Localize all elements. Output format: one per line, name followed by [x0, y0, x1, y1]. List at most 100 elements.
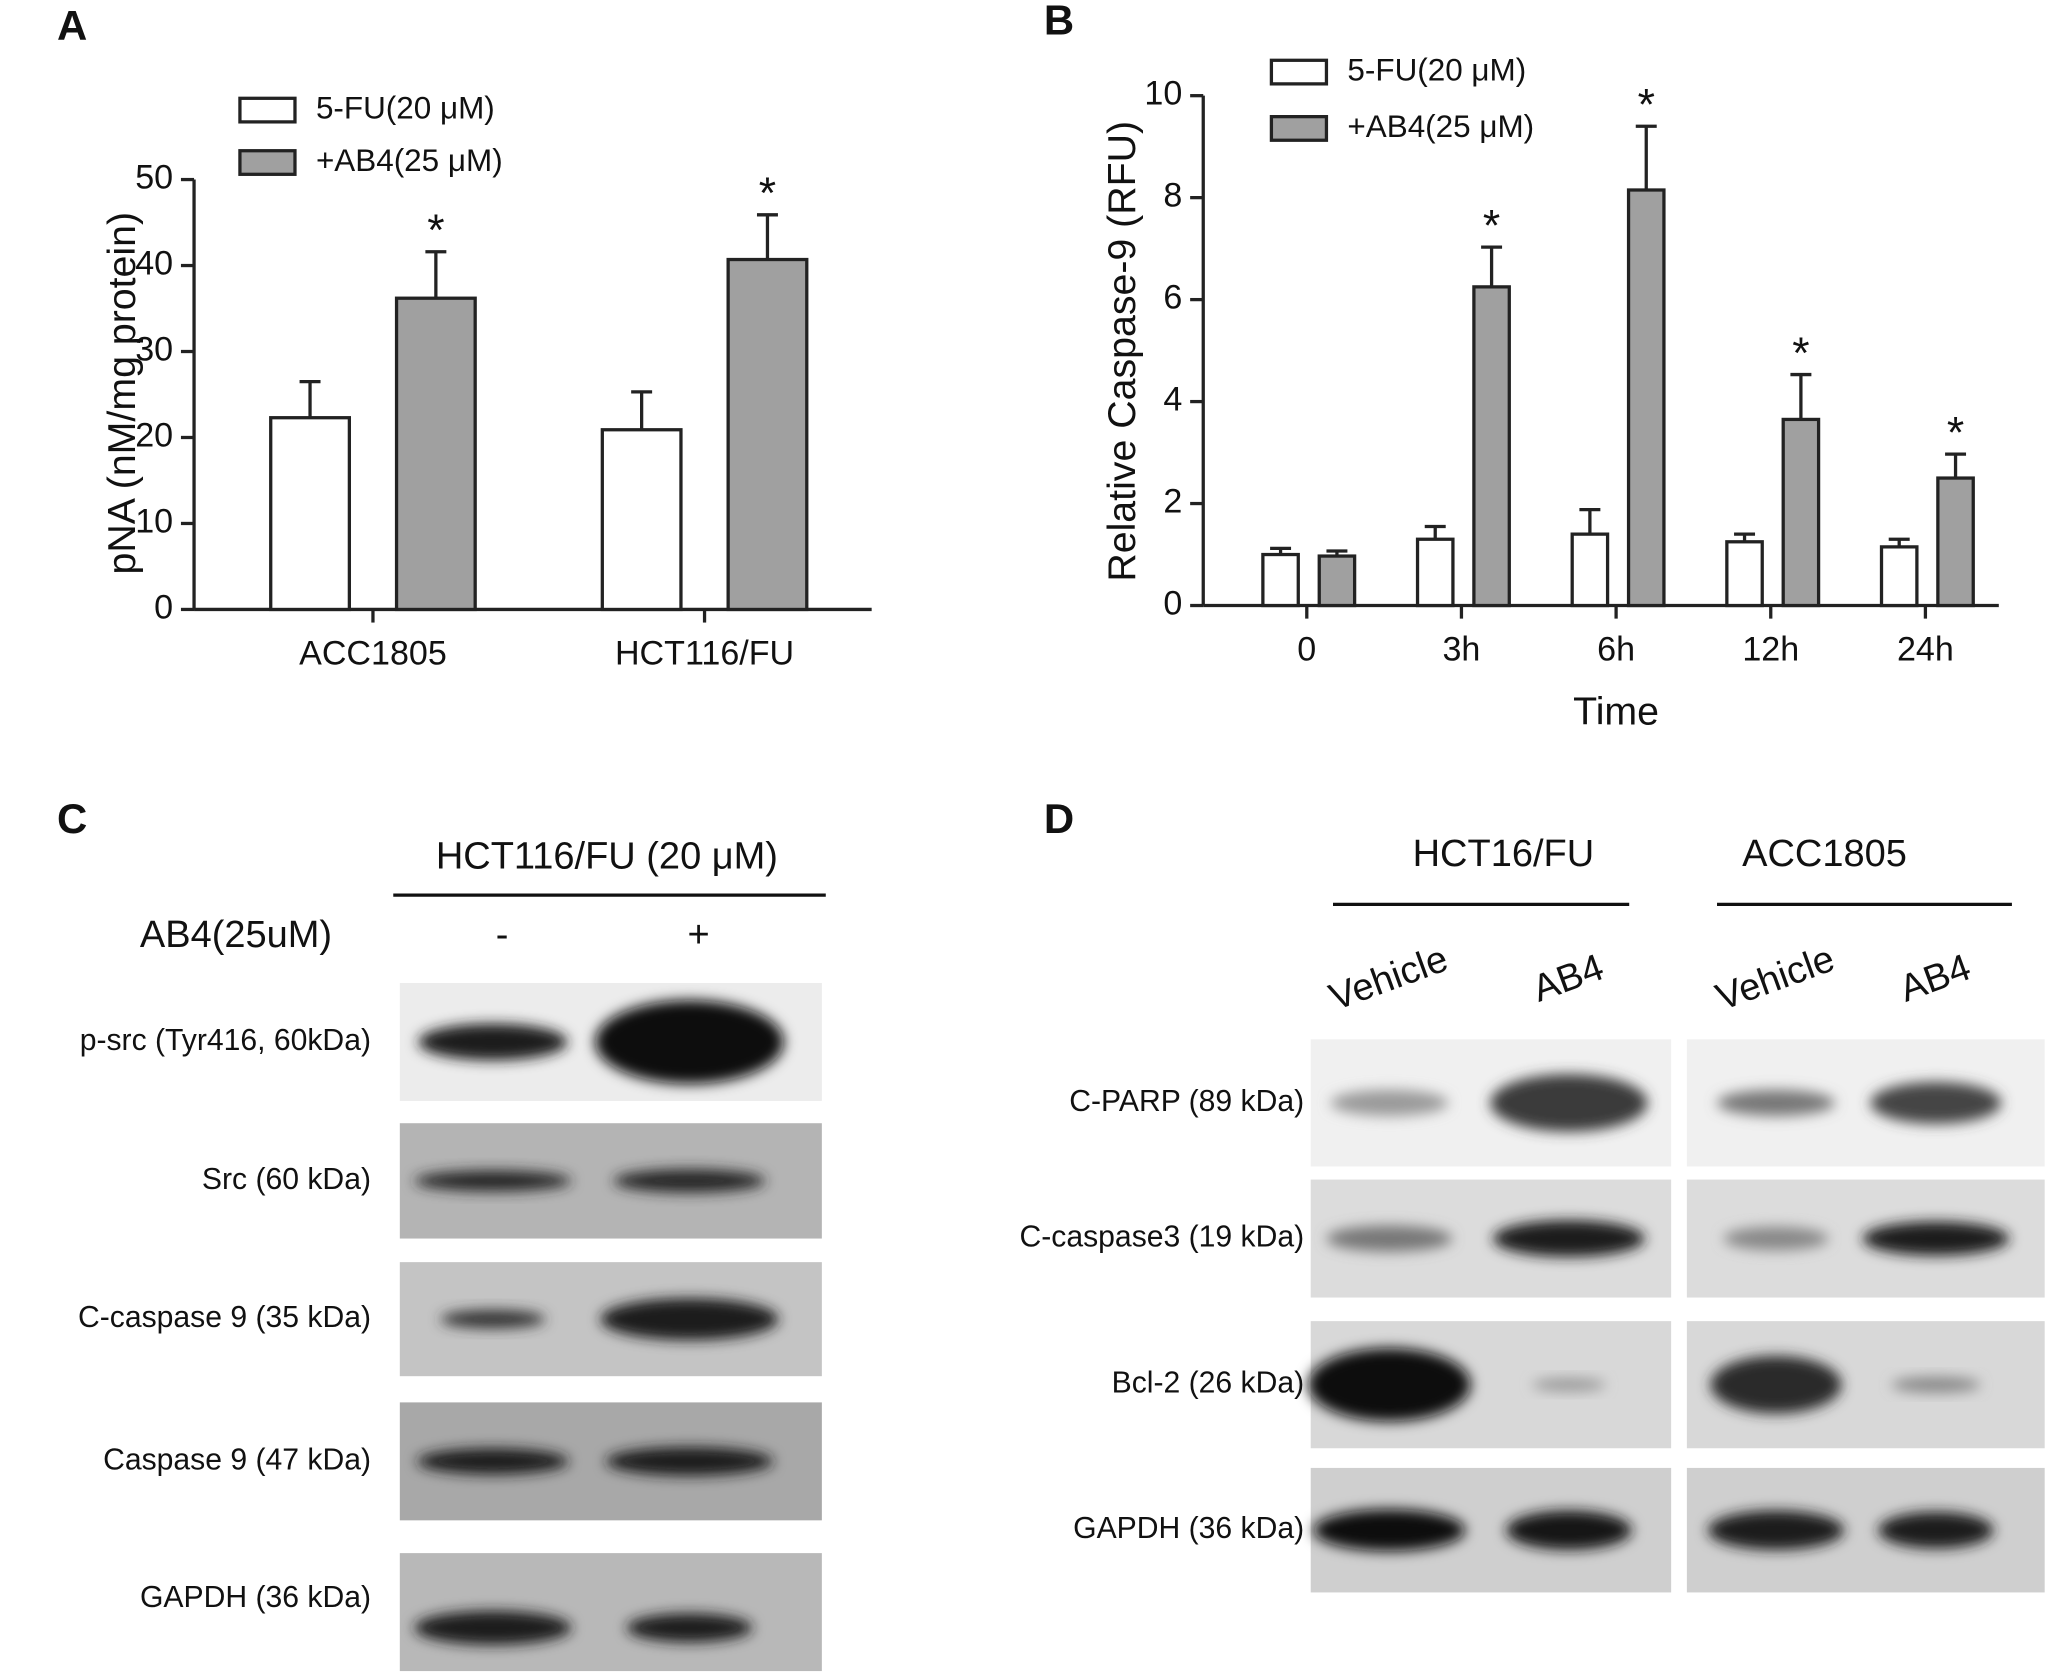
- y-axis-title: Relative Caspase-9 (RFU): [1100, 121, 1144, 582]
- blot-row-label: p-src (Tyr416, 60kDa): [80, 1024, 371, 1057]
- y-tick-label: 20: [135, 416, 173, 454]
- group-label: ACC1805: [1742, 833, 1907, 875]
- blot-row-label: Src (60 kDa): [202, 1163, 371, 1196]
- y-tick-label: 30: [135, 331, 173, 369]
- blot-header: HCT116/FU (20 μM): [436, 836, 778, 878]
- legend-label: 5-FU(20 μM): [1347, 52, 1526, 87]
- legend-swatch: [1269, 115, 1329, 142]
- lane-label: Vehicle: [1711, 938, 1841, 1019]
- significance-mark: *: [759, 169, 776, 218]
- legend-swatch: [1269, 58, 1329, 86]
- significance-mark: *: [1483, 202, 1500, 251]
- y-tick-label: 8: [1163, 177, 1182, 215]
- y-tick-label: 40: [135, 245, 173, 283]
- bar: [1415, 537, 1455, 608]
- panel-label: C: [57, 795, 87, 842]
- blot-row-label: C-caspase3 (19 kDa): [1020, 1221, 1305, 1254]
- bar: [394, 296, 477, 612]
- bar: [600, 428, 683, 612]
- significance-mark: *: [1792, 329, 1809, 378]
- band: [414, 1610, 572, 1645]
- band: [416, 1448, 569, 1475]
- significance-mark: *: [427, 206, 444, 255]
- bar: [1261, 552, 1300, 608]
- y-tick-label: 4: [1163, 381, 1182, 419]
- band: [1891, 1376, 1981, 1393]
- legend-label: +AB4(25 μM): [1347, 109, 1534, 144]
- legend-swatch: [238, 149, 297, 176]
- blot-row-label: GAPDH (36 kDa): [140, 1581, 371, 1614]
- band: [1492, 1220, 1645, 1257]
- bar: [1725, 540, 1764, 608]
- band: [626, 1613, 753, 1643]
- y-tick-label: 6: [1163, 279, 1182, 317]
- legend-label: 5-FU(20 μM): [316, 90, 495, 125]
- x-tick-label: 0: [1297, 630, 1316, 668]
- band: [1862, 1221, 2010, 1256]
- band: [605, 1446, 774, 1476]
- x-tick-label: 12h: [1742, 630, 1799, 668]
- bar: [1626, 188, 1666, 608]
- x-tick-label: 6h: [1597, 630, 1635, 668]
- blot-row-label: Caspase 9 (47 kDa): [103, 1443, 371, 1476]
- bar: [1781, 417, 1821, 608]
- band: [414, 1170, 572, 1192]
- significance-mark: *: [1947, 409, 1964, 458]
- lane-label: AB4: [1894, 946, 1976, 1010]
- band: [1490, 1074, 1648, 1132]
- blot-row-label: C-PARP (89 kDa): [1069, 1085, 1304, 1118]
- bar: [269, 416, 352, 612]
- band: [1717, 1089, 1835, 1117]
- bar: [1936, 476, 1975, 608]
- group-label: HCT16/FU: [1413, 833, 1595, 875]
- x-tick-label: 24h: [1897, 630, 1954, 668]
- y-tick-label: 10: [1144, 75, 1182, 113]
- band: [1326, 1225, 1453, 1252]
- y-tick-label: 2: [1163, 483, 1182, 521]
- band: [1330, 1089, 1449, 1117]
- lane-label: -: [496, 914, 509, 956]
- blot-row-label: GAPDH (36 kDa): [1073, 1512, 1304, 1545]
- blot-row-label: Bcl-2 (26 kDa): [1112, 1367, 1305, 1400]
- band: [1870, 1081, 2002, 1124]
- bar: [1472, 285, 1511, 608]
- bar: [1879, 545, 1919, 608]
- x-axis-title: Time: [1573, 690, 1659, 734]
- lane-label: Vehicle: [1324, 938, 1454, 1019]
- legend-swatch: [238, 96, 297, 124]
- treatment-label: AB4(25uM): [140, 914, 332, 956]
- bar: [1570, 532, 1610, 608]
- y-tick-label: 0: [154, 588, 173, 626]
- lane-label: AB4: [1527, 946, 1609, 1010]
- band: [1532, 1378, 1606, 1392]
- band: [1707, 1510, 1845, 1550]
- y-tick-label: 0: [1163, 585, 1182, 623]
- band: [440, 1309, 546, 1329]
- band: [1313, 1509, 1466, 1552]
- x-tick-label: 3h: [1442, 630, 1480, 668]
- band: [613, 1169, 766, 1193]
- band: [1878, 1511, 1994, 1549]
- legend-label: +AB4(25 μM): [316, 143, 503, 178]
- band: [1710, 1355, 1842, 1414]
- y-tick-label: 10: [135, 502, 173, 540]
- band: [1308, 1347, 1471, 1422]
- lane-label: +: [688, 914, 710, 956]
- y-tick-label: 50: [135, 159, 173, 197]
- bar: [726, 257, 809, 612]
- significance-mark: *: [1638, 81, 1655, 130]
- x-tick-label: HCT116/FU: [615, 634, 794, 672]
- panel-label: A: [57, 2, 87, 49]
- y-axis-title: pNA (nM/mg protein): [100, 212, 144, 575]
- blot-row-label: C-caspase 9 (35 kDa): [78, 1301, 371, 1334]
- band: [595, 1000, 784, 1084]
- band: [1506, 1510, 1632, 1550]
- panel-label: B: [1044, 0, 1074, 44]
- x-tick-label: ACC1805: [299, 634, 447, 672]
- panel-label: D: [1044, 795, 1074, 842]
- band: [418, 1023, 568, 1061]
- band: [1723, 1226, 1829, 1251]
- bar: [1317, 554, 1357, 608]
